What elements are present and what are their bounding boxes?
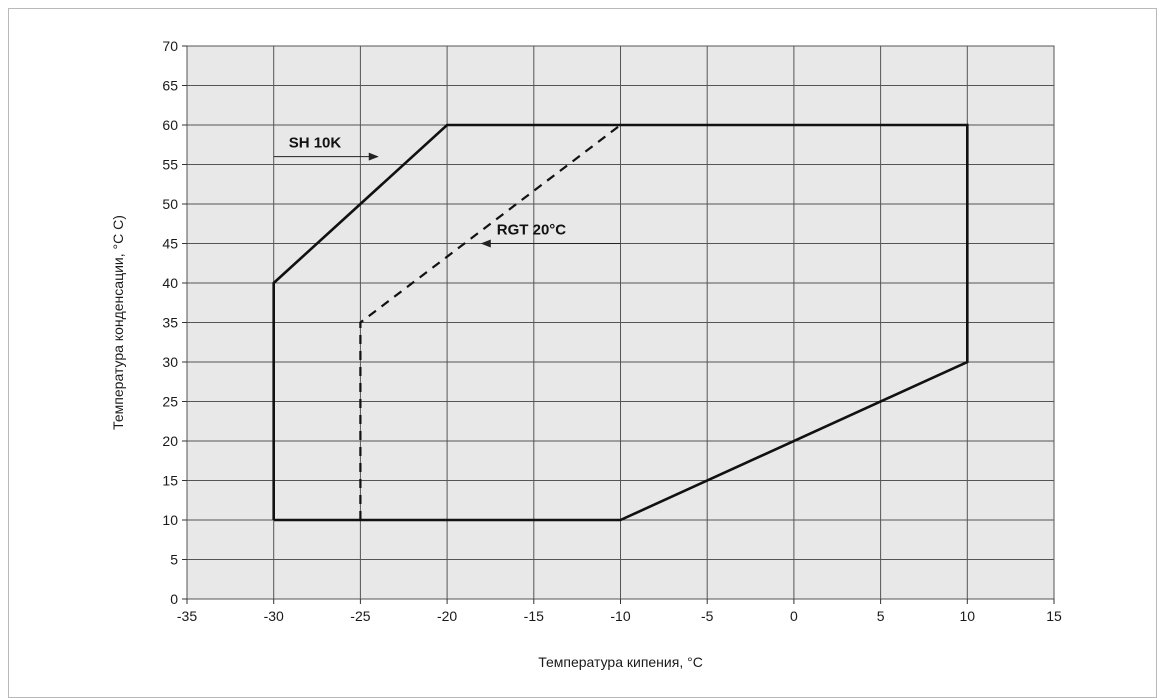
y-tick-label: 35: [162, 315, 178, 331]
y-tick-label: 40: [162, 275, 178, 291]
x-tick-label: -15: [524, 608, 544, 624]
y-tick-label: 25: [162, 394, 178, 410]
x-tick-label: 10: [960, 608, 976, 624]
annotation-label: RGT 20°C: [497, 222, 567, 239]
series-line-rgt-20c: [359, 124, 622, 520]
y-tick-label: 70: [162, 38, 178, 54]
x-tick-label: 15: [1046, 608, 1062, 624]
series-line-sh-10k: [272, 123, 969, 522]
axis-ticks: -35 -30 -25 -20 -15 -10 -5 0 5 10 15 0 5 10 15 20 25 30 35…: [162, 38, 1062, 624]
y-tick-label: 45: [162, 236, 178, 252]
y-tick-label: 15: [162, 473, 178, 489]
x-tick-label: -35: [177, 608, 197, 624]
y-tick-label: 50: [162, 196, 178, 212]
x-tick-label: -20: [437, 608, 457, 624]
y-tick-label: 20: [162, 433, 178, 449]
y-tick-label: 10: [162, 512, 178, 528]
y-tick-label: 55: [162, 157, 178, 173]
y-axis-title: Температура конденсации, °С С): [110, 215, 126, 430]
y-tick-label: 0: [170, 591, 178, 607]
y-tick-label: 65: [162, 78, 178, 94]
x-tick-label: -30: [264, 608, 284, 624]
x-tick-label: 5: [877, 608, 885, 624]
series-lines: [272, 123, 969, 522]
y-tick-label: 60: [162, 117, 178, 133]
annotations: SH 10K RGT 20°C: [273, 135, 621, 248]
x-tick-label: -25: [350, 608, 370, 624]
x-axis-title: Температура кипения, °С: [538, 654, 703, 670]
x-tick-label: -5: [701, 608, 714, 624]
x-tick-label: 0: [790, 608, 798, 624]
grid-lines: [186, 45, 1055, 600]
y-tick-label: 30: [162, 354, 178, 370]
annotation-label: SH 10K: [289, 135, 342, 152]
x-tick-label: -10: [610, 608, 630, 624]
y-tick-label: 5: [170, 552, 178, 568]
